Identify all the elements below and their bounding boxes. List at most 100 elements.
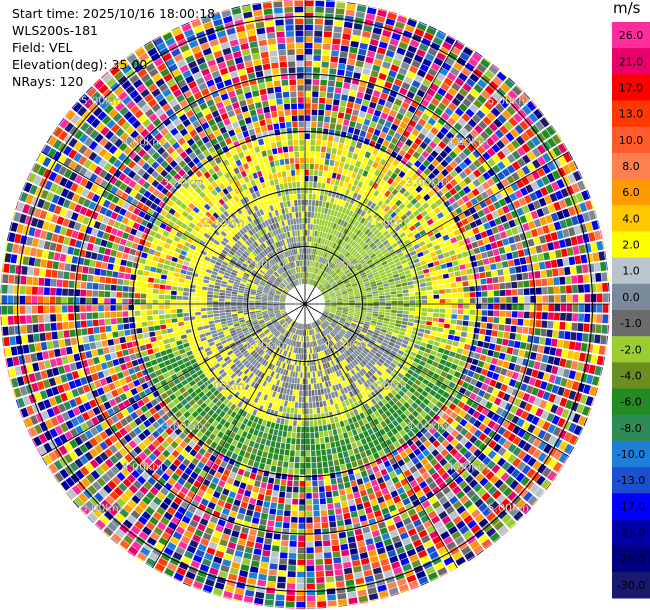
velocity-gate xyxy=(365,285,371,289)
velocity-gate xyxy=(543,346,551,355)
velocity-gate xyxy=(311,462,317,469)
velocity-gate xyxy=(404,239,411,245)
velocity-gate xyxy=(255,474,263,482)
velocity-gate xyxy=(457,309,464,315)
velocity-gate xyxy=(333,274,339,280)
velocity-gate xyxy=(330,178,336,185)
velocity-gate xyxy=(436,172,445,181)
velocity-gate xyxy=(540,186,549,197)
velocity-gate xyxy=(380,92,388,101)
velocity-gate xyxy=(365,506,373,514)
velocity-gate xyxy=(313,377,317,384)
velocity-gate xyxy=(421,150,430,159)
velocity-gate xyxy=(315,194,320,201)
velocity-gate xyxy=(342,228,348,234)
velocity-gate xyxy=(547,203,556,213)
velocity-gate xyxy=(305,91,312,97)
velocity-gate xyxy=(419,84,429,93)
velocity-gate xyxy=(564,237,572,247)
velocity-gate xyxy=(356,238,363,244)
velocity-gate xyxy=(320,79,328,86)
velocity-gate xyxy=(341,125,349,132)
velocity-gate xyxy=(348,295,355,298)
velocity-gate xyxy=(247,478,255,486)
velocity-gate xyxy=(320,407,325,413)
velocity-gate xyxy=(357,215,363,222)
velocity-gate xyxy=(331,263,336,269)
velocity-gate xyxy=(349,300,355,303)
velocity-gate xyxy=(266,587,276,594)
velocity-gate xyxy=(555,249,562,259)
velocity-gate xyxy=(474,124,484,134)
velocity-gate xyxy=(324,308,330,311)
velocity-gate xyxy=(346,3,356,11)
velocity-gate xyxy=(368,327,375,332)
velocity-gate xyxy=(354,236,360,242)
velocity-gate xyxy=(389,164,397,172)
velocity-gate xyxy=(305,193,309,200)
velocity-gate xyxy=(377,284,384,289)
velocity-gate xyxy=(511,227,519,235)
velocity-gate xyxy=(360,233,367,240)
velocity-gate xyxy=(396,316,403,321)
velocity-gate xyxy=(523,311,530,319)
velocity-gate xyxy=(282,406,287,413)
velocity-gate xyxy=(324,307,331,310)
velocity-gate xyxy=(598,345,606,355)
velocity-gate xyxy=(414,123,423,132)
velocity-gate xyxy=(401,282,408,287)
velocity-gate xyxy=(541,354,549,363)
velocity-gate xyxy=(513,341,521,349)
velocity-gate xyxy=(313,280,317,286)
velocity-gate xyxy=(264,495,272,502)
velocity-gate xyxy=(307,224,311,230)
velocity-gate xyxy=(350,511,358,518)
velocity-gate xyxy=(431,215,439,223)
velocity-gate xyxy=(258,573,267,581)
velocity-gate xyxy=(519,120,529,131)
velocity-gate xyxy=(566,313,572,321)
velocity-gate xyxy=(451,97,461,107)
velocity-gate xyxy=(551,365,559,375)
velocity-gate xyxy=(417,155,426,163)
velocity-gate xyxy=(502,238,510,246)
velocity-gate xyxy=(275,600,285,607)
velocity-gate xyxy=(388,278,395,283)
velocity-gate xyxy=(456,221,464,229)
velocity-gate xyxy=(267,520,275,527)
velocity-gate xyxy=(341,241,346,247)
velocity-gate xyxy=(393,167,401,175)
velocity-gate xyxy=(362,563,372,571)
velocity-gate xyxy=(364,575,374,583)
velocity-gate xyxy=(395,320,402,324)
velocity-gate xyxy=(319,231,323,238)
velocity-gate xyxy=(322,171,328,177)
velocity-gate xyxy=(404,24,415,33)
velocity-gate xyxy=(375,279,382,283)
velocity-gate xyxy=(372,291,379,295)
velocity-gate xyxy=(344,113,351,121)
velocity-gate xyxy=(323,295,330,298)
velocity-gate xyxy=(409,311,415,315)
velocity-gate xyxy=(502,393,511,402)
velocity-gate xyxy=(463,176,472,185)
velocity-gate xyxy=(401,235,409,242)
velocity-gate xyxy=(308,390,312,396)
velocity-gate xyxy=(349,46,358,54)
velocity-gate xyxy=(503,332,510,339)
velocity-gate xyxy=(310,444,316,451)
velocity-gate xyxy=(312,194,316,200)
velocity-gate xyxy=(317,607,327,609)
velocity-gate xyxy=(335,440,341,447)
velocity-gate xyxy=(368,180,375,187)
velocity-gate xyxy=(262,451,268,458)
velocity-gate xyxy=(327,393,332,400)
velocity-gate xyxy=(414,340,422,346)
velocity-gate xyxy=(409,300,416,304)
velocity-gate xyxy=(346,101,354,109)
velocity-gate xyxy=(328,241,333,247)
velocity-gate xyxy=(449,351,456,358)
velocity-gate xyxy=(429,335,436,341)
velocity-gate xyxy=(555,406,564,416)
velocity-gate xyxy=(506,296,512,303)
